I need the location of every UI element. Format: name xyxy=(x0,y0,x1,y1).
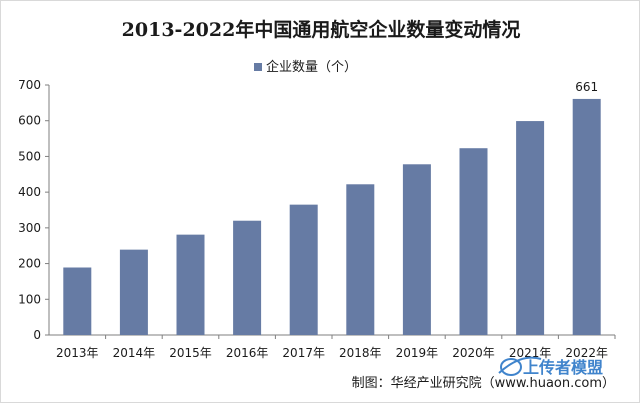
chart-title: 2013-2022年中国通用航空企业数量变动情况 xyxy=(122,18,521,41)
bar xyxy=(176,234,205,335)
data-labels: 661 xyxy=(575,80,598,94)
legend-swatch xyxy=(254,63,262,71)
data-label: 661 xyxy=(575,80,598,94)
bar xyxy=(289,204,318,335)
x-tick-label: 2018年 xyxy=(339,346,382,360)
watermark-text: 上传者模盟 xyxy=(523,358,603,377)
legend-label: 企业数量（个） xyxy=(266,59,357,75)
y-tick-label: 500 xyxy=(18,149,41,163)
bar xyxy=(516,121,545,335)
x-tick-label: 2014年 xyxy=(113,346,156,360)
y-tick-label: 600 xyxy=(18,114,41,128)
watermark-logo xyxy=(498,356,542,376)
bar xyxy=(572,98,601,335)
x-tick-label: 2016年 xyxy=(226,346,269,360)
bar xyxy=(459,148,488,335)
x-tick-label: 2019年 xyxy=(396,346,439,360)
x-tick-label: 2022年 xyxy=(565,346,608,360)
axes: 0 100 200 300 400 500 600 700 2013年 2014年 2015年 201… xyxy=(18,78,616,360)
bar xyxy=(63,267,92,335)
x-tick-label: 2020年 xyxy=(452,346,495,360)
y-tick-label: 400 xyxy=(18,185,41,199)
bar xyxy=(402,164,431,335)
bar xyxy=(233,220,262,335)
bars xyxy=(63,98,601,335)
y-tick-label: 300 xyxy=(18,221,41,235)
x-tick-label: 2021年 xyxy=(509,346,552,360)
source-note: 制图：华经产业研究院（www.huaon.com） xyxy=(352,376,615,391)
bar xyxy=(119,249,148,335)
y-tick-label: 200 xyxy=(18,257,41,271)
y-tick-label: 0 xyxy=(33,328,41,342)
y-tick-label: 100 xyxy=(18,292,41,306)
y-tick-label: 700 xyxy=(18,78,41,92)
x-tick-label: 2013年 xyxy=(56,346,99,360)
bar xyxy=(346,184,375,335)
x-tick-label: 2015年 xyxy=(169,346,212,360)
x-tick-label: 2017年 xyxy=(282,346,325,360)
